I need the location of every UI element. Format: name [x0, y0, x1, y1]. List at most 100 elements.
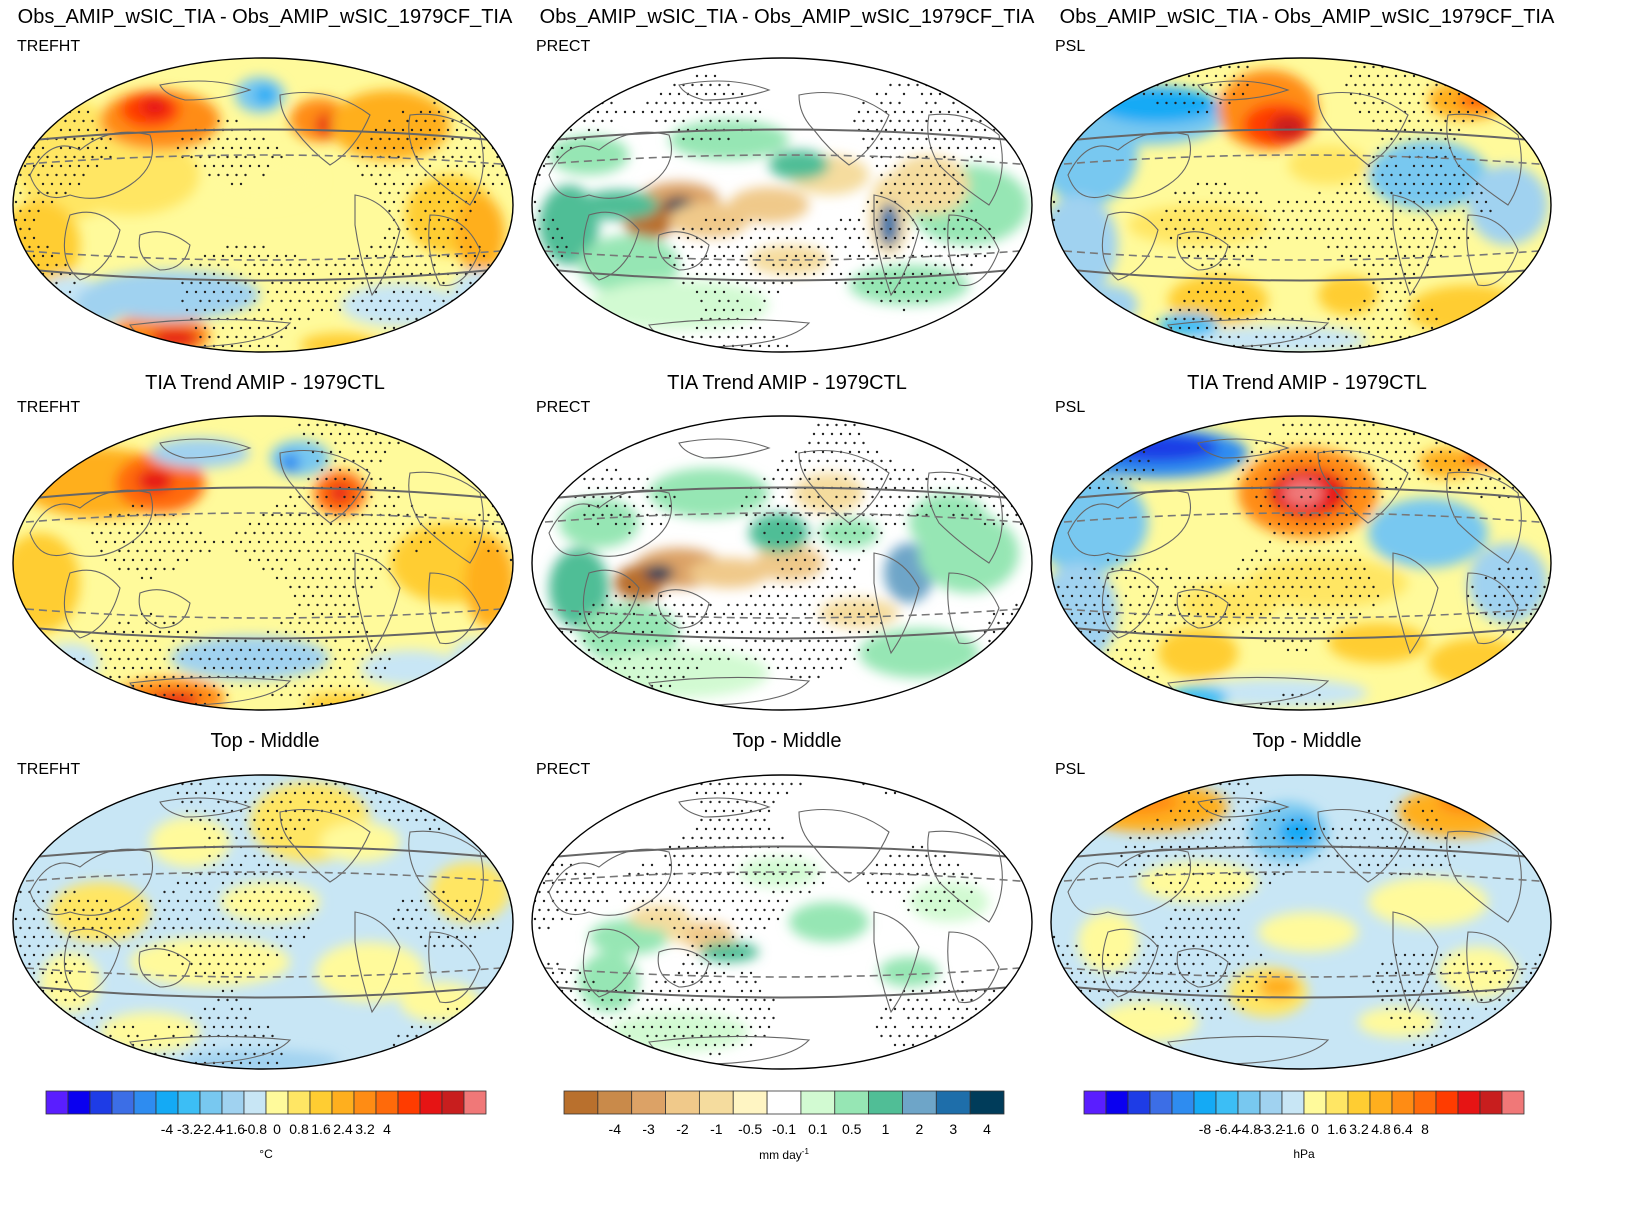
colorbar-swatch — [1347, 1090, 1371, 1115]
colorbar-unit-prect-exp: -1 — [801, 1147, 809, 1156]
map-panel-prect-row1 — [531, 57, 1033, 353]
colorbar-swatch — [969, 1090, 1005, 1115]
map-panel-psl-row3 — [1050, 774, 1552, 1070]
colorbar-prect — [563, 1090, 1005, 1115]
colorbar-swatch — [1369, 1090, 1393, 1115]
map-panel-trefht-row2 — [12, 415, 514, 711]
map-panel-psl-row1 — [1050, 57, 1552, 353]
colorbar-psl — [1083, 1090, 1525, 1115]
colorbar-tick-label: 4 — [383, 1121, 391, 1137]
colorbar-swatch — [67, 1090, 91, 1115]
colorbar-swatch — [375, 1090, 399, 1115]
row1-col1-title: Obs_AMIP_wSIC_TIA - Obs_AMIP_wSIC_1979CF… — [17, 6, 513, 28]
colorbar-swatch — [1457, 1090, 1481, 1115]
colorbar-swatch — [1083, 1090, 1107, 1115]
colorbar-swatch — [1259, 1090, 1283, 1115]
colorbar-unit-psl: hPa — [1293, 1147, 1315, 1161]
colorbar-swatch — [199, 1090, 223, 1115]
colorbar-tick-label: 1.6 — [1327, 1121, 1347, 1137]
colorbar-tick-label: 4 — [983, 1121, 991, 1137]
colorbar-swatch — [441, 1090, 465, 1115]
colorbar-tick-label: 0.8 — [289, 1121, 309, 1137]
colorbar-unit-trefht: °C — [259, 1147, 273, 1161]
colorbar-swatch — [1479, 1090, 1503, 1115]
colorbar-tick-label: 0.1 — [808, 1121, 828, 1137]
colorbar-swatch — [177, 1090, 201, 1115]
row3-col2-title: Top - Middle — [732, 730, 842, 752]
row2-col3-title: TIA Trend AMIP - 1979CTL — [1187, 372, 1427, 394]
colorbar-swatch — [563, 1090, 599, 1115]
colorbar-tick-label: 8 — [1421, 1121, 1429, 1137]
var-label-prect: PRECT — [536, 761, 591, 778]
colorbar-swatch — [463, 1090, 487, 1115]
colorbar-tick-label: 0 — [273, 1121, 281, 1137]
var-label-psl: PSL — [1055, 399, 1086, 416]
colorbar-tick-label: -1.6 — [220, 1121, 246, 1137]
colorbar-tick-label: 0.5 — [841, 1121, 862, 1137]
map-panel-psl-row2 — [1050, 415, 1552, 711]
colorbar-swatch — [353, 1090, 377, 1115]
colorbar-tick-label: -3.2 — [1258, 1121, 1284, 1137]
colorbar-swatch — [1215, 1090, 1239, 1115]
colorbar-swatch — [1325, 1090, 1349, 1115]
colorbar-swatch — [732, 1090, 768, 1115]
colorbar-tick-label: 0 — [1311, 1121, 1319, 1137]
colorbar-tick-label: -0.5 — [738, 1121, 763, 1137]
colorbar-trefht — [45, 1090, 487, 1115]
colorbar-unit-prect-base: mm day — [759, 1148, 802, 1162]
colorbar-swatch — [1303, 1090, 1327, 1115]
colorbar-swatch — [902, 1090, 937, 1115]
colorbar-tick-label: 1 — [881, 1121, 890, 1137]
row3-col1-title: Top - Middle — [210, 730, 320, 752]
colorbar-swatch — [221, 1090, 245, 1115]
map-panel-trefht-row1 — [12, 57, 514, 353]
colorbar-tick-label: -2.4 — [198, 1121, 224, 1137]
colorbar-swatch — [1193, 1090, 1217, 1115]
colorbar-tick-label: -0.1 — [771, 1121, 797, 1137]
var-label-prect: PRECT — [536, 38, 591, 55]
colorbar-tick-label: -8 — [1198, 1121, 1212, 1137]
var-label-prect: PRECT — [536, 399, 591, 416]
colorbar-swatch — [631, 1090, 666, 1115]
colorbar-swatch — [111, 1090, 135, 1115]
colorbar-swatch — [935, 1090, 971, 1115]
colorbar-swatch — [1501, 1090, 1525, 1115]
colorbar-swatch — [766, 1090, 802, 1115]
colorbar-swatch — [1105, 1090, 1129, 1115]
colorbar-swatch — [665, 1090, 700, 1115]
colorbar-tick-label: -0.8 — [242, 1121, 268, 1137]
var-label-trefht: TREFHT — [17, 38, 81, 55]
colorbar-swatch — [287, 1090, 311, 1115]
colorbar-swatch — [397, 1090, 421, 1115]
colorbar-swatch — [1391, 1090, 1415, 1115]
colorbar-tick-label: 1.6 — [311, 1121, 331, 1137]
colorbar-tick-label: 2.4 — [333, 1121, 353, 1137]
colorbar-swatch — [698, 1090, 734, 1115]
row1-col3-title: Obs_AMIP_wSIC_TIA - Obs_AMIP_wSIC_1979CF… — [1059, 6, 1555, 28]
colorbar-swatch — [1435, 1090, 1459, 1115]
colorbar-tick-label: 3.2 — [1349, 1121, 1369, 1137]
colorbar-swatch — [265, 1090, 289, 1115]
colorbar-tick-label: -1.6 — [1280, 1121, 1306, 1137]
colorbar-tick-label: 3.2 — [355, 1121, 375, 1137]
colorbar-tick-label: -3.2 — [176, 1121, 202, 1137]
colorbar-swatch — [89, 1090, 113, 1115]
colorbar-swatch — [331, 1090, 355, 1115]
var-label-trefht: TREFHT — [17, 399, 81, 416]
colorbar-tick-label: 3 — [949, 1121, 958, 1137]
colorbar-tick-label: -6.4 — [1214, 1121, 1240, 1137]
row2-col2-title: TIA Trend AMIP - 1979CTL — [667, 372, 907, 394]
colorbar-swatch — [834, 1090, 870, 1115]
colorbar-tick-label: -4.8 — [1236, 1121, 1262, 1137]
colorbar-swatch — [133, 1090, 157, 1115]
colorbar-swatch — [309, 1090, 333, 1115]
colorbar-swatch — [419, 1090, 443, 1115]
colorbar-swatch — [1127, 1090, 1151, 1115]
var-label-psl: PSL — [1055, 38, 1086, 55]
row1-col2-title: Obs_AMIP_wSIC_TIA - Obs_AMIP_wSIC_1979CF… — [539, 6, 1035, 28]
var-label-psl: PSL — [1055, 761, 1086, 778]
colorbar-swatch — [45, 1090, 69, 1115]
row2-col1-title: TIA Trend AMIP - 1979CTL — [145, 372, 385, 394]
colorbar-swatch — [868, 1090, 903, 1115]
colorbar-swatch — [1413, 1090, 1437, 1115]
